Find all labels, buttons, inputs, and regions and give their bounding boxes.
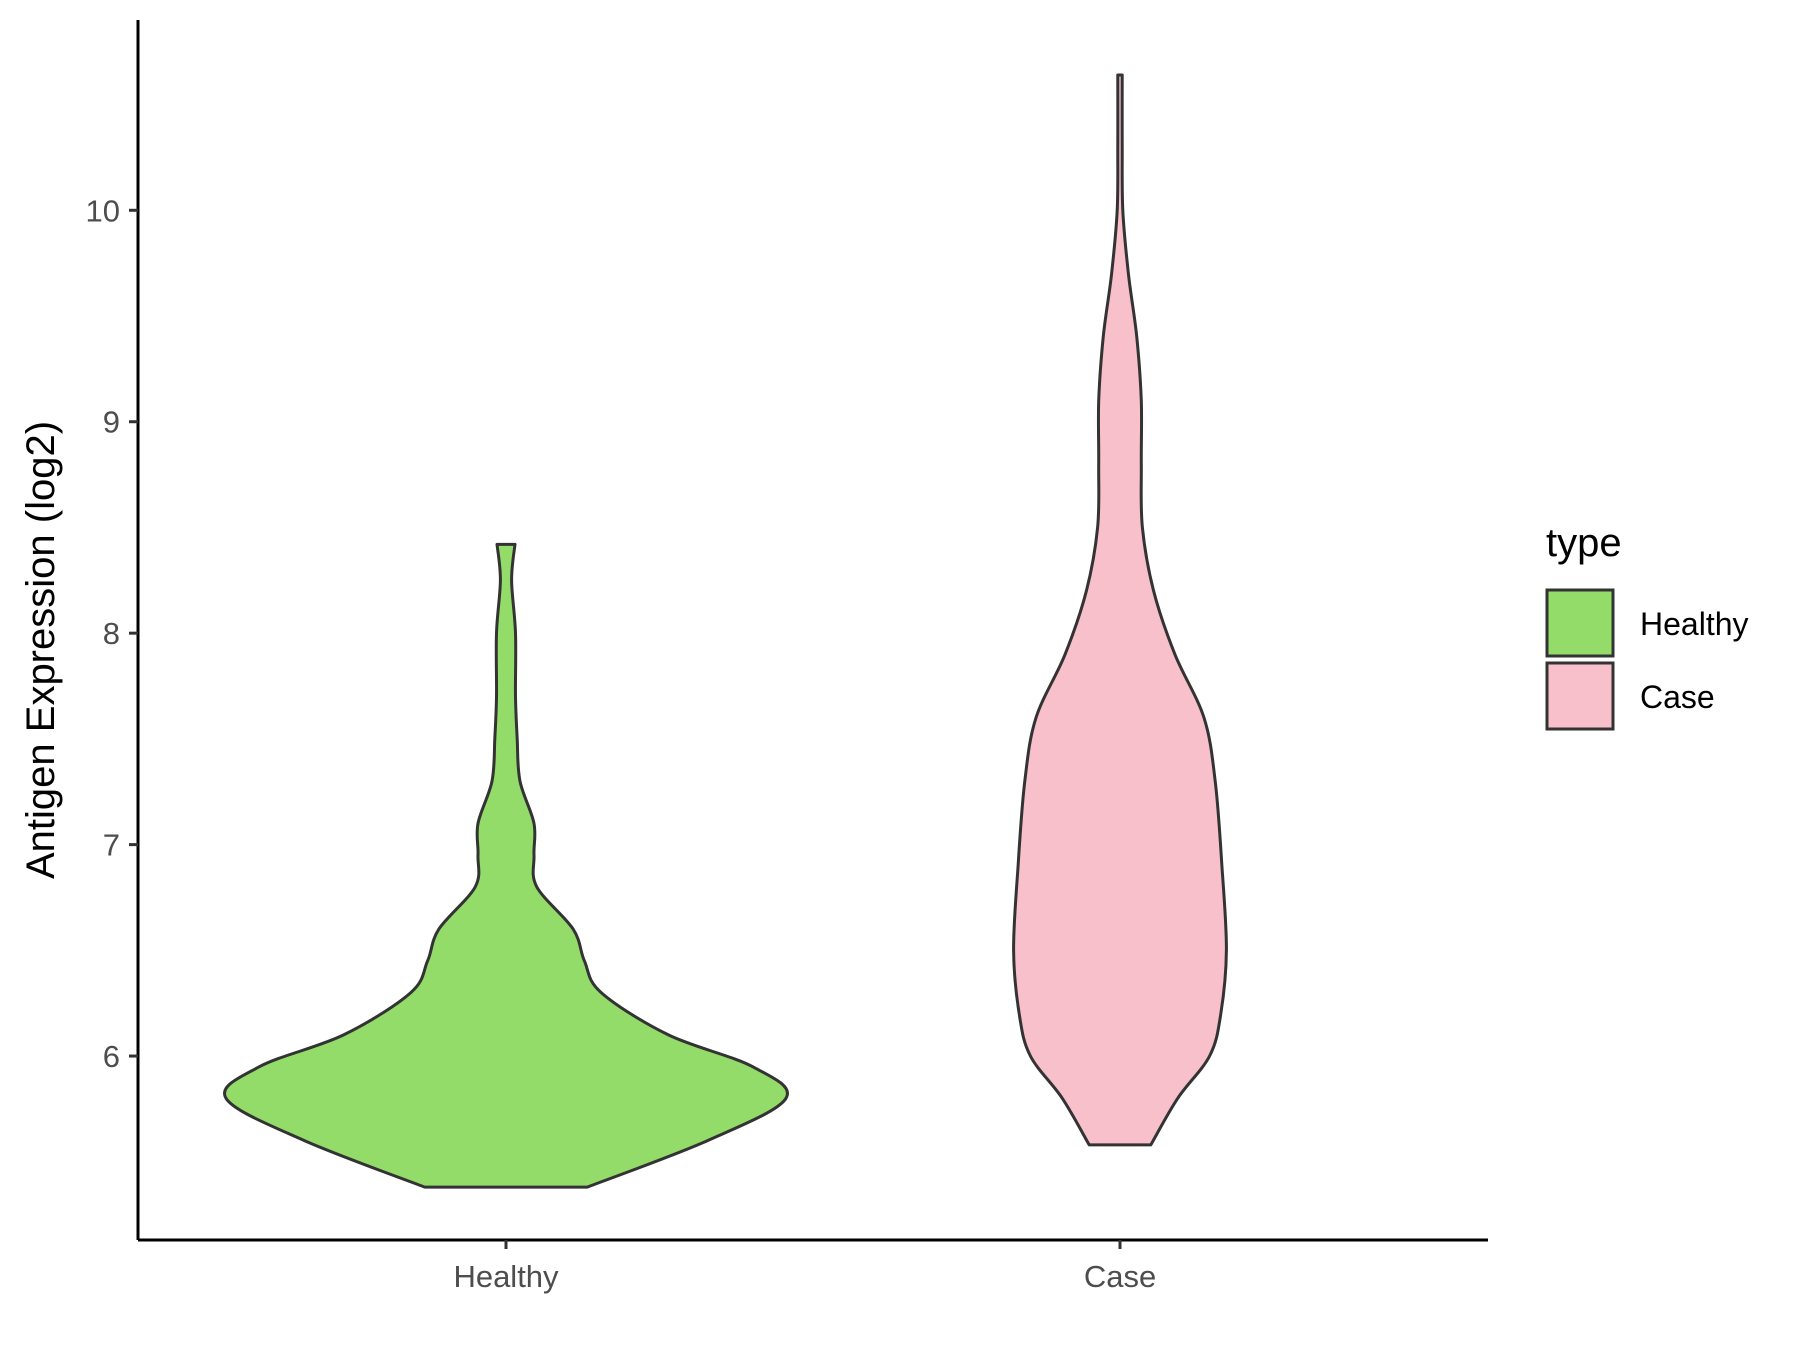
violin-case: [1012, 73, 1228, 1147]
violin-healthy: [223, 542, 789, 1189]
legend: type Healthy Case: [1545, 521, 1749, 731]
violins-layer: [223, 73, 1228, 1189]
y-tick-label: 9: [103, 405, 120, 440]
legend-key-case: [1545, 661, 1615, 731]
x-tick-label: Healthy: [453, 1259, 559, 1294]
legend-key-healthy: [1545, 588, 1615, 658]
y-tick-label: 8: [103, 616, 120, 651]
legend-title: type: [1546, 521, 1622, 565]
x-ticks: Healthy Case: [453, 1240, 1156, 1294]
y-axis-title: Antigen Expression (log2): [19, 421, 63, 879]
legend-label-healthy: Healthy: [1640, 606, 1749, 642]
y-ticks: 6 7 8 9 10: [86, 193, 138, 1074]
y-tick-label: 6: [103, 1039, 120, 1074]
x-tick-label: Case: [1084, 1259, 1156, 1294]
legend-label-case: Case: [1640, 679, 1715, 715]
y-tick-label: 7: [103, 828, 120, 863]
y-tick-label: 10: [86, 193, 120, 228]
